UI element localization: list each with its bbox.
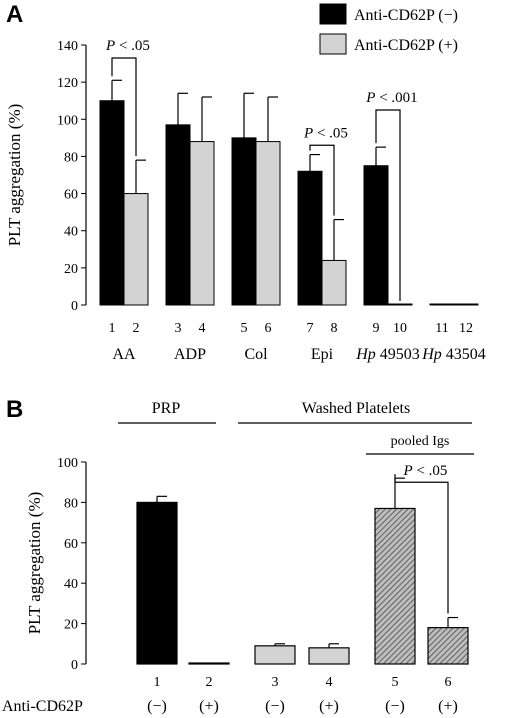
condition-label-2: (+) — [199, 698, 219, 715]
bar-number-4: 4 — [199, 321, 206, 336]
bar-2 — [188, 662, 230, 665]
bar-1 — [99, 100, 125, 306]
group-label: ADP — [174, 346, 206, 363]
significance-bracket — [375, 109, 401, 301]
bar-number-4: 4 — [326, 675, 333, 690]
y-tick-label: 60 — [64, 188, 78, 203]
significance-bracket — [309, 144, 335, 216]
bar-number-6: 6 — [445, 675, 452, 690]
significance-bracket — [394, 474, 449, 614]
significance-label: P < .05 — [105, 38, 150, 54]
y-axis-title: PLT aggregation (%) — [25, 492, 44, 635]
bar-number-9: 9 — [373, 321, 380, 336]
bar-7 — [297, 170, 323, 306]
group-label: Col — [244, 346, 268, 363]
group-label-prp: PRP — [152, 400, 181, 417]
bar-number-5: 5 — [241, 321, 248, 336]
legend-swatch — [319, 33, 347, 55]
condition-label-1: (−) — [147, 698, 167, 715]
bar-number-8: 8 — [331, 321, 338, 336]
bar-11 — [429, 303, 455, 306]
bar-6 — [427, 627, 469, 665]
bar-number-6: 6 — [265, 321, 272, 336]
legend-swatch — [319, 3, 347, 25]
bar-number-1: 1 — [109, 321, 116, 336]
bar-number-2: 2 — [206, 675, 213, 690]
y-tick-label: 80 — [64, 150, 78, 165]
bar-number-12: 12 — [459, 321, 473, 336]
bar-3 — [165, 124, 191, 306]
bar-3 — [254, 645, 296, 665]
bar-8 — [321, 259, 347, 306]
y-tick-label: 40 — [64, 225, 78, 240]
bar-number-10: 10 — [393, 321, 407, 336]
legend-label: Anti-CD62P (+) — [354, 37, 458, 54]
legend-label: Anti-CD62P (−) — [354, 7, 458, 24]
y-tick-label: 0 — [71, 658, 78, 673]
panel-b-chart: 0 20 40 60 80 100 PLT aggregation (%) 1 (−) 2 (+) 3… — [2, 400, 474, 715]
bar-number-7: 7 — [307, 321, 314, 336]
y-tick-label: 120 — [57, 76, 78, 91]
bar-9 — [363, 165, 389, 306]
y-tick-label: 20 — [64, 262, 78, 277]
bar-5 — [374, 507, 416, 665]
bar-number-2: 2 — [133, 321, 140, 336]
panel-a-label: A — [6, 1, 23, 28]
condition-label-5: (−) — [385, 698, 405, 715]
y-tick-label: 80 — [64, 496, 78, 511]
bar-4 — [189, 141, 215, 306]
significance-label: P < .05 — [403, 463, 448, 479]
bar-4 — [308, 647, 350, 665]
y-tick-label: 0 — [71, 299, 78, 314]
group-label-pooled-igs: pooled Igs — [391, 434, 450, 449]
y-tick-label: 20 — [64, 618, 78, 633]
bar-6 — [255, 141, 281, 306]
row-label-anti-cd62p: Anti-CD62P — [2, 698, 83, 715]
panel-b-label: B — [6, 396, 23, 423]
bar-number-3: 3 — [272, 675, 279, 690]
bar-10 — [387, 303, 413, 306]
bar-number-11: 11 — [435, 321, 448, 336]
significance-label: P < .001 — [365, 90, 417, 106]
condition-label-3: (−) — [265, 698, 285, 715]
y-axis-title: PLT aggregation (%) — [5, 104, 24, 247]
group-label: Hp 49503 — [355, 346, 420, 363]
y-tick-label: 100 — [57, 113, 78, 128]
bar-1 — [136, 501, 178, 665]
group-label: Epi — [311, 346, 334, 363]
condition-label-4: (+) — [319, 698, 339, 715]
bar-12 — [453, 303, 479, 306]
bar-5 — [231, 137, 257, 306]
significance-bracket — [111, 57, 137, 157]
condition-label-6: (+) — [438, 698, 458, 715]
y-tick-label: 60 — [64, 537, 78, 552]
group-label: Hp 43504 — [421, 346, 486, 363]
significance-label: P < .05 — [303, 125, 348, 141]
bar-number-1: 1 — [154, 675, 161, 690]
y-tick-label: 140 — [57, 39, 78, 54]
bar-2 — [123, 193, 149, 306]
y-tick-label: 40 — [64, 577, 78, 592]
y-tick-label: 100 — [57, 456, 78, 471]
group-label-washed: Washed Platelets — [302, 400, 410, 417]
group-label: AA — [112, 346, 136, 363]
bar-number-5: 5 — [392, 675, 399, 690]
bar-number-3: 3 — [175, 321, 182, 336]
